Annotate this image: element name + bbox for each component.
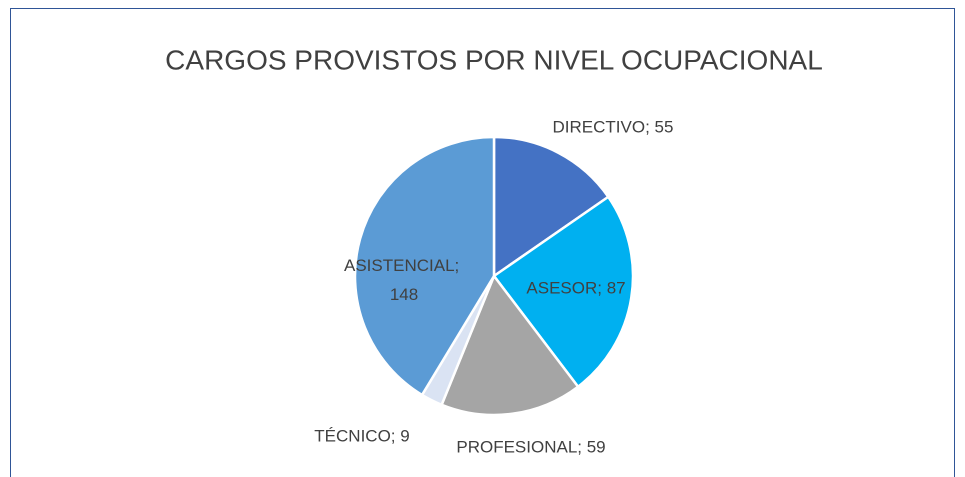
- chart-title: CARGOS PROVISTOS POR NIVEL OCUPACIONAL: [165, 44, 823, 75]
- pie-slice: [353, 135, 496, 397]
- pie-slice: [492, 195, 635, 389]
- data-label: DIRECTIVO; 55: [553, 117, 674, 136]
- pie: [353, 135, 635, 417]
- pie-slice: [492, 135, 611, 279]
- data-label-line: 148: [390, 285, 418, 304]
- data-label: TÉCNICO; 9: [314, 426, 409, 445]
- data-label: ASISTENCIAL; 148: [344, 256, 464, 304]
- chart-border: [10, 8, 955, 477]
- pie-slice: [440, 273, 580, 417]
- data-label-line: ASISTENCIAL;: [344, 256, 464, 275]
- data-label: ASESOR; 87: [526, 278, 625, 297]
- data-label: PROFESIONAL; 59: [456, 437, 605, 456]
